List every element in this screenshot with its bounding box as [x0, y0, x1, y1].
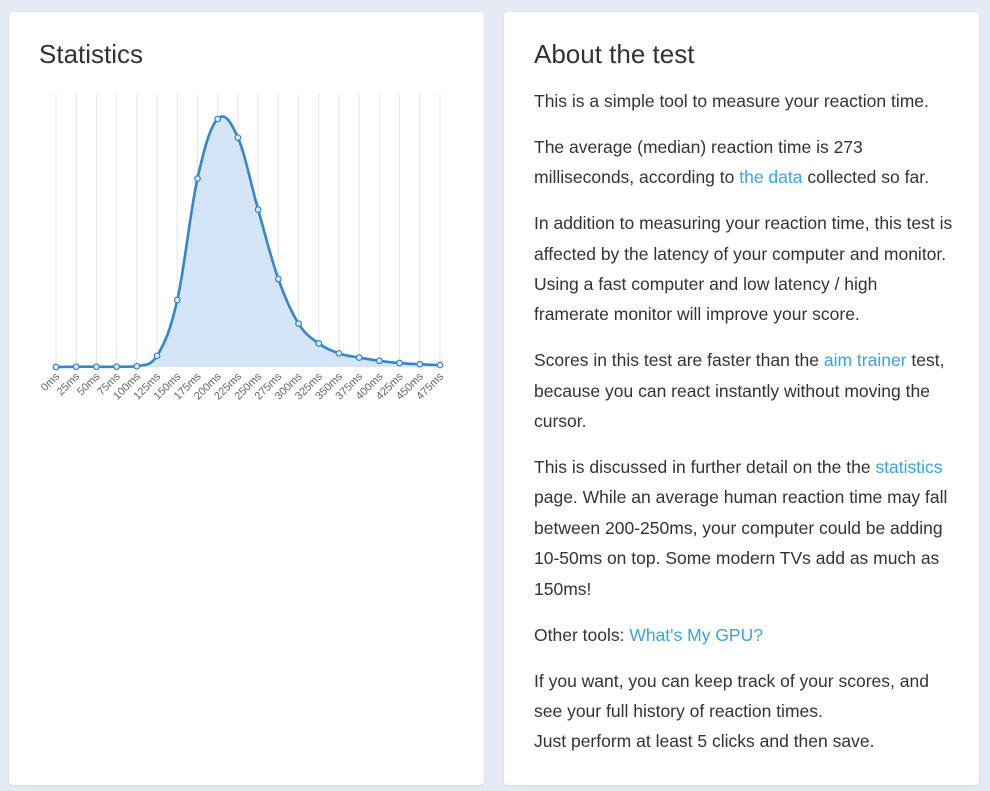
about-paragraph-statistics: This is discussed in further detail on t…: [534, 452, 954, 604]
about-paragraph-latency: In addition to measuring your reaction t…: [534, 208, 954, 330]
about-paragraph-intro: This is a simple tool to measure your re…: [534, 86, 954, 116]
about-text: Other tools:: [534, 624, 630, 645]
chart-point-350ms: [335, 349, 343, 357]
about-text: If you want, you can keep track of your …: [534, 670, 929, 721]
about-text: Scores in this test are faster than the: [534, 350, 824, 371]
statistics-link[interactable]: statistics: [875, 457, 943, 478]
about-body: This is a simple tool to measure your re…: [534, 86, 954, 772]
chart-area-fill: [56, 116, 440, 368]
about-text: test, because you can react instantly wi…: [534, 350, 945, 432]
about-text: In addition to measuring your reaction t…: [534, 213, 953, 325]
chart-point-400ms: [375, 357, 383, 365]
about-text: This is a simple tool to measure your re…: [534, 91, 929, 111]
chart-point-25ms: [72, 363, 80, 371]
about-paragraph-median: The average (median) reaction time is 27…: [534, 132, 954, 193]
chart-point-425ms: [396, 359, 403, 367]
chart-point-175ms: [194, 175, 201, 182]
statistics-title: Statistics: [39, 39, 144, 69]
chart-point-325ms: [315, 340, 323, 347]
aim-trainer-link[interactable]: aim trainer: [823, 350, 907, 371]
about-text: The average (median) reaction time is 27…: [534, 136, 863, 188]
the-data-link[interactable]: the data: [739, 167, 803, 188]
chart-point-200ms: [214, 115, 222, 123]
about-text: collected so far.: [802, 167, 929, 188]
chart-point-250ms: [254, 206, 262, 213]
about-paragraph-aim: Scores in this test are faster than the …: [534, 345, 954, 436]
chart-point-475ms: [436, 361, 444, 369]
chart-series-line: [55, 115, 441, 369]
chart-point-125ms: [153, 352, 161, 360]
about-text: page. While an average human reaction ti…: [534, 487, 948, 599]
chart-point-100ms: [133, 362, 141, 370]
chart-point-300ms: [295, 320, 302, 328]
chart-point-50ms: [93, 363, 100, 371]
whats-my-gpu-link[interactable]: What's My GPU?: [629, 624, 763, 645]
about-card: About the test This is a simple tool to …: [504, 12, 979, 785]
about-title: About the test: [534, 39, 695, 69]
statistics-card: Statistics 0ms 25ms 50ms 75ms 100ms 125ms 150m…: [9, 12, 484, 785]
chart-point-450ms: [416, 360, 424, 368]
about-text: This is discussed in further detail on t…: [534, 457, 876, 478]
chart-point-225ms: [234, 134, 242, 141]
chart-point-75ms: [113, 363, 121, 371]
reaction-time-chart: 0ms25ms50ms75ms100ms125ms150ms175ms200ms…: [39, 94, 446, 402]
chart-point-150ms: [173, 296, 181, 304]
chart-point-0ms: [52, 363, 60, 371]
about-text: Just perform at least 5 clicks and then …: [534, 731, 875, 752]
chart-point-275ms: [274, 275, 282, 283]
about-paragraph-save: If you want, you can keep track of your …: [534, 666, 954, 757]
chart-point-375ms: [355, 354, 363, 361]
about-paragraph-tools: Other tools: What's My GPU?: [534, 620, 954, 650]
